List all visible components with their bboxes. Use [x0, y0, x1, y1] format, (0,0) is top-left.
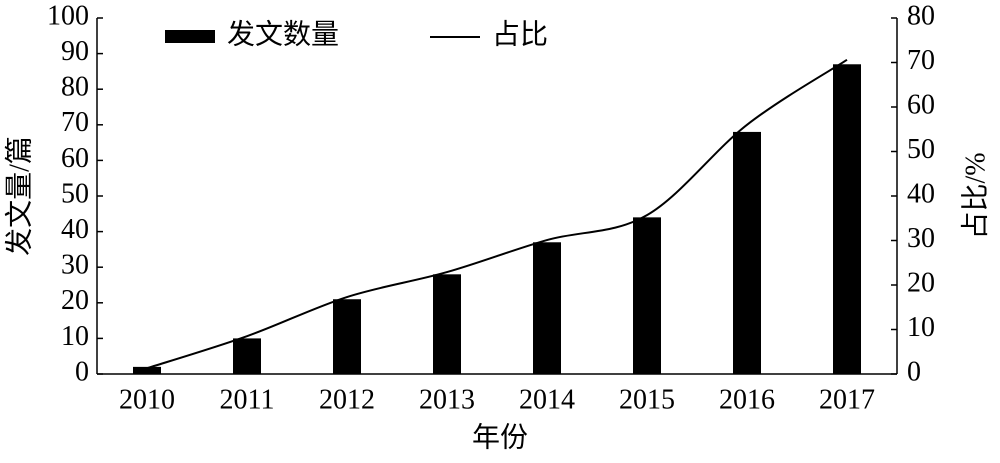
y-tick-label: 30 [61, 250, 89, 281]
x-axis-label: 年份 [472, 421, 528, 453]
y2-tick-label: 0 [907, 356, 921, 387]
y-tick-label: 50 [61, 178, 89, 209]
y2-tick-label: 50 [907, 134, 935, 165]
legend-label: 占比 [492, 18, 548, 50]
y-axis-label: 发文量/篇 [3, 136, 35, 256]
x-tick-label: 2012 [319, 384, 375, 415]
line [146, 58, 848, 370]
y-tick-label: 0 [75, 356, 89, 387]
bar [433, 274, 461, 374]
y2-tick-label: 80 [907, 0, 935, 31]
y-tick-label: 100 [47, 0, 89, 31]
y2-tick-label: 30 [907, 223, 935, 254]
x-tick-label: 2011 [220, 384, 275, 415]
y2-tick-label: 40 [907, 178, 935, 209]
x-tick-label: 2013 [419, 384, 475, 415]
x-tick-label: 2015 [619, 384, 675, 415]
legend-label: 发文数量 [227, 18, 339, 50]
bar [233, 338, 261, 374]
y2-tick-label: 60 [907, 89, 935, 120]
x-tick-label: 2017 [819, 384, 875, 415]
bar [133, 366, 161, 374]
x-tick-label: 2014 [519, 384, 575, 415]
y-tick-label: 70 [61, 107, 89, 138]
y2-tick-label: 20 [907, 267, 935, 298]
y2-tick-label: 10 [907, 312, 935, 343]
bar [833, 64, 861, 374]
legend-swatch [165, 30, 215, 43]
y2-tick-label: 70 [907, 45, 935, 76]
y-tick-label: 40 [61, 214, 89, 245]
bar [533, 242, 561, 374]
y-tick-label: 20 [61, 285, 89, 316]
bar [733, 131, 761, 374]
y2-axis-label: 占比/% [959, 152, 991, 239]
x-tick-label: 2010 [119, 384, 175, 415]
y-tick-label: 80 [61, 72, 89, 103]
y-tick-label: 10 [61, 321, 89, 352]
y-tick-label: 90 [61, 36, 89, 67]
bar [633, 217, 661, 374]
x-tick-label: 2016 [719, 384, 775, 415]
bar [333, 299, 361, 374]
y-tick-label: 60 [61, 143, 89, 174]
